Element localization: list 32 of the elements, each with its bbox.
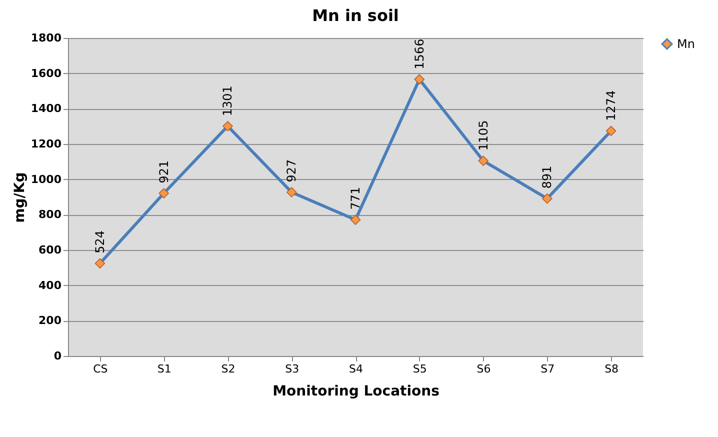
y-tick-label: 1600 xyxy=(30,66,62,80)
x-tick-label: S8 xyxy=(604,362,619,376)
y-tick-label: 800 xyxy=(38,208,62,222)
data-label: 927 xyxy=(284,159,299,182)
data-label: 891 xyxy=(540,166,554,189)
x-tick-label: CS xyxy=(93,362,108,376)
data-label: 1566 xyxy=(412,38,426,70)
y-tick-label: 1400 xyxy=(30,102,62,116)
x-tick-label: S3 xyxy=(285,362,300,376)
x-tick-label: S2 xyxy=(221,362,236,376)
data-label: 524 xyxy=(92,230,107,254)
data-label: 1274 xyxy=(604,90,618,121)
y-axis-title: mg/Kg xyxy=(12,172,28,223)
y-tick-label: 1000 xyxy=(30,172,62,186)
chart-title: Mn in soil xyxy=(312,6,399,25)
legend-label: Mn xyxy=(677,37,695,51)
data-label: 921 xyxy=(156,160,171,184)
x-tick-label: S1 xyxy=(157,362,172,376)
x-tick-label: S7 xyxy=(540,362,555,376)
y-tick-label: 1800 xyxy=(30,32,62,44)
x-axis-title: Monitoring Locations xyxy=(272,384,440,400)
y-tick-label: 400 xyxy=(38,278,62,292)
y-tick-label: 200 xyxy=(38,314,62,328)
x-tick-label: S6 xyxy=(476,362,491,376)
y-tick-label: 600 xyxy=(38,244,62,256)
data-label: 771 xyxy=(348,186,362,210)
x-tick-label: S5 xyxy=(412,362,427,376)
y-tick-label: 0 xyxy=(54,350,62,362)
data-label: 1105 xyxy=(476,120,490,151)
data-label: 1301 xyxy=(220,86,235,116)
x-tick-label: S4 xyxy=(349,362,363,376)
y-tick-label: 1200 xyxy=(30,138,62,150)
